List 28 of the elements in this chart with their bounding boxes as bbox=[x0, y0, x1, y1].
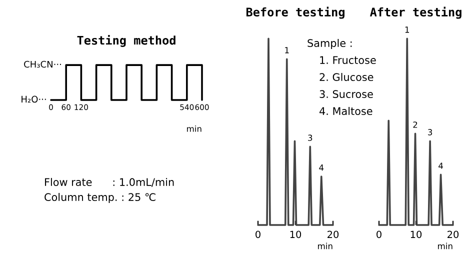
annotation: Sample : bbox=[308, 38, 352, 50]
annotation: 2 bbox=[413, 122, 418, 128]
annotation: 1 bbox=[405, 26, 409, 33]
x-tick-label: 0 bbox=[376, 230, 382, 238]
x-axis-title: min bbox=[187, 125, 202, 132]
annotation: 4 bbox=[438, 162, 443, 169]
x-axis-title: min bbox=[438, 242, 452, 250]
annotation: 3. Sucrose bbox=[320, 90, 373, 98]
annotation: CH₃CN··· bbox=[24, 60, 61, 68]
text: Column temp. : 25 ℃ bbox=[44, 192, 156, 204]
text: Flow rate : 1.0mL/min bbox=[45, 178, 174, 187]
annotation: 1. Fructose bbox=[320, 56, 376, 64]
annotation: 1 bbox=[285, 47, 289, 54]
annotation: H₂O··· bbox=[22, 96, 46, 103]
chart-title: Before testing bbox=[246, 6, 344, 19]
annotation: 3 bbox=[428, 129, 432, 136]
x-tick-label: 10 bbox=[410, 230, 422, 238]
x-tick-label: 10 bbox=[290, 230, 302, 238]
chart-title: After testing bbox=[370, 6, 462, 19]
annotation: 3 bbox=[308, 134, 312, 141]
x-tick-label: 0 bbox=[256, 230, 260, 238]
chart-title: Testing method bbox=[77, 34, 176, 47]
annotation: 4. Maltose bbox=[320, 106, 372, 116]
x-tick-label: 20 bbox=[328, 230, 339, 238]
x-axis-title: min bbox=[318, 242, 332, 250]
annotation: 2. Glucose bbox=[320, 72, 374, 82]
x-tick-label: 20 bbox=[448, 230, 459, 238]
annotation: 4 bbox=[319, 164, 324, 171]
